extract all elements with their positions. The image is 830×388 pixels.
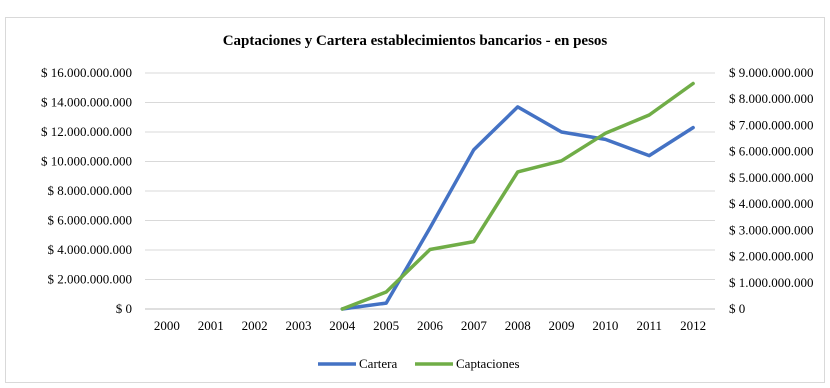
x-axis: 2000 2001 2002 2003 2004 2005 2006 2007 2008 2009… <box>145 308 715 333</box>
x-tick-label: 2006 <box>417 318 444 333</box>
right-y-axis: $ 0 $ 1.000.000.000 $ 2.000.000.000 $ 3.000… <box>729 65 814 316</box>
right-tick-label: $ 2.000.000.000 <box>729 249 814 264</box>
left-y-axis: $ 0 $ 2.000.000.000 $ 4.000.000.000 $ 6.000… <box>41 65 132 316</box>
x-tick-label: 2001 <box>198 318 224 333</box>
left-tick-label: $ 2.000.000.000 <box>48 272 133 287</box>
left-tick-label: $ 0 <box>116 301 132 316</box>
x-tick-label: 2002 <box>242 318 268 333</box>
right-tick-label: $ 8.000.000.000 <box>729 91 814 106</box>
x-tick-label: 2000 <box>154 318 180 333</box>
gridlines <box>145 72 715 280</box>
right-tick-label: $ 0 <box>729 301 745 316</box>
x-tick-label: 2007 <box>461 318 488 333</box>
right-tick-label: $ 5.000.000.000 <box>729 170 814 185</box>
legend: Cartera Captaciones <box>318 356 520 371</box>
x-tick-label: 2012 <box>680 318 706 333</box>
series-line-cartera <box>340 105 695 311</box>
x-tick-label: 2005 <box>373 318 399 333</box>
x-tick-label: 2004 <box>329 318 356 333</box>
legend-label-cartera: Cartera <box>359 356 397 371</box>
left-tick-label: $ 10.000.000.000 <box>41 154 132 169</box>
left-tick-label: $ 16.000.000.000 <box>41 65 132 80</box>
chart-title: Captaciones y Cartera establecimientos b… <box>223 33 608 49</box>
x-tick-label: 2003 <box>285 318 311 333</box>
right-tick-label: $ 4.000.000.000 <box>729 196 814 211</box>
x-tick-label: 2008 <box>505 318 531 333</box>
x-tick-label: 2009 <box>549 318 575 333</box>
left-tick-label: $ 14.000.000.000 <box>41 95 132 110</box>
legend-label-captaciones: Captaciones <box>456 356 520 371</box>
left-tick-label: $ 12.000.000.000 <box>41 124 132 139</box>
left-tick-label: $ 6.000.000.000 <box>48 213 133 228</box>
series-layer <box>340 81 695 311</box>
right-tick-label: $ 3.000.000.000 <box>729 222 814 237</box>
x-tick-label: 2010 <box>592 318 618 333</box>
left-tick-label: $ 8.000.000.000 <box>48 183 133 198</box>
left-tick-label: $ 4.000.000.000 <box>48 242 133 257</box>
series-line-captaciones <box>340 81 695 311</box>
chart-frame <box>5 17 825 383</box>
x-tick-label: 2011 <box>636 318 662 333</box>
right-tick-label: $ 9.000.000.000 <box>729 65 814 80</box>
right-tick-label: $ 7.000.000.000 <box>729 117 814 132</box>
right-tick-label: $ 1.000.000.000 <box>729 275 814 290</box>
right-tick-label: $ 6.000.000.000 <box>729 144 814 159</box>
